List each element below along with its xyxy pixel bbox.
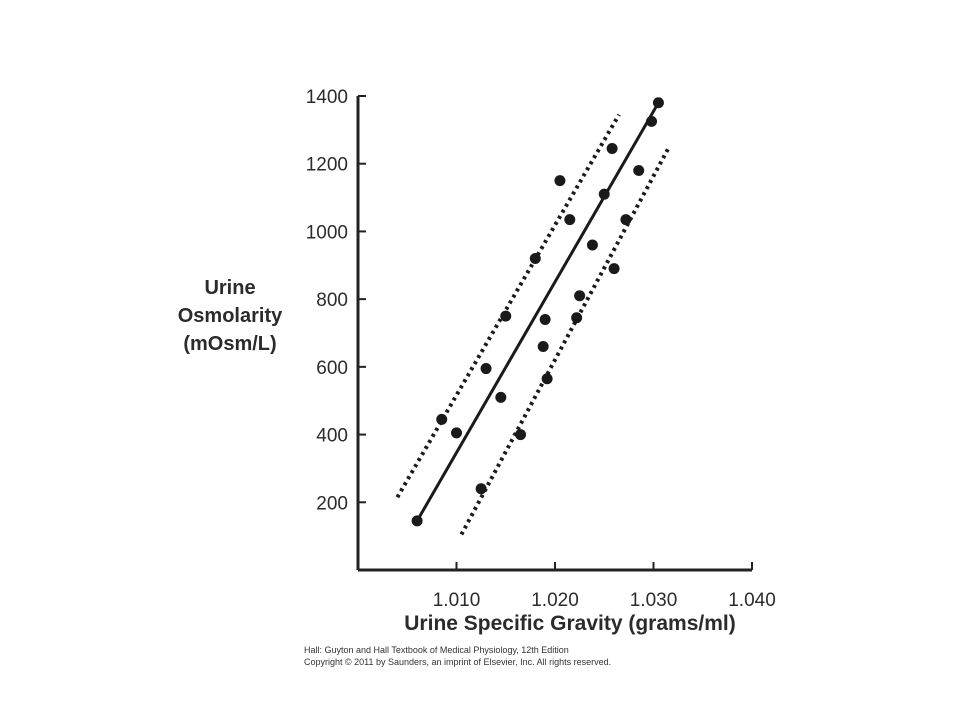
y-tick-label: 800 [316,290,348,311]
data-point [480,363,492,375]
y-tick-label: 600 [316,358,348,379]
data-point [571,312,583,324]
data-point [451,427,462,439]
y-tick-label: 200 [316,493,348,514]
series-lines [395,102,671,536]
x-tick-label: 1.030 [630,590,678,611]
data-point [586,239,598,251]
y-tick-label: 1200 [306,155,348,176]
y-tick-label: 400 [316,426,348,447]
data-point [652,97,664,109]
data-point [539,313,551,325]
data-point [495,391,507,403]
confidence-bound-lower-line [459,147,671,536]
data-point [500,310,512,322]
data-point [554,175,566,187]
data-point [541,373,553,385]
source-credit-line-1: Hall: Guyton and Hall Textbook of Medica… [304,645,569,655]
y-ticks: 200 400 600 800 1000 1200 1400 [306,87,366,514]
x-tick-label: 1.040 [728,590,776,611]
data-point [598,188,610,200]
data-point [608,263,620,275]
data-point [574,290,586,302]
data-points [411,97,664,527]
y-axis-label-line-3: (mOsm/L) [183,333,277,355]
data-point [475,483,487,495]
data-point [606,142,618,154]
axes [356,96,752,572]
x-axis-label: Urine Specific Gravity (grams/ml) [404,612,736,635]
data-point [436,413,448,425]
x-ticks: 1.010 1.020 1.030 1.040 [433,562,776,611]
data-point [646,115,658,127]
x-tick-label: 1.020 [531,590,579,611]
y-axis-label: Urine Osmolarity (mOsm/L) [168,274,292,358]
regression-line [415,102,660,522]
data-point [411,515,423,527]
source-credit-line-2: Copyright © 2011 by Saunders, an imprint… [304,657,612,667]
data-point [515,429,527,441]
data-point [529,253,541,265]
y-tick-label: 1400 [306,87,348,108]
y-axis-label-line-2: Osmolarity [177,305,283,327]
data-point [633,164,645,176]
data-point [564,214,576,226]
data-point [620,214,632,226]
data-point [537,341,549,353]
y-tick-label: 1000 [306,222,348,243]
y-axis-label-line-1: Urine [204,277,256,299]
x-tick-label: 1.010 [433,590,481,611]
